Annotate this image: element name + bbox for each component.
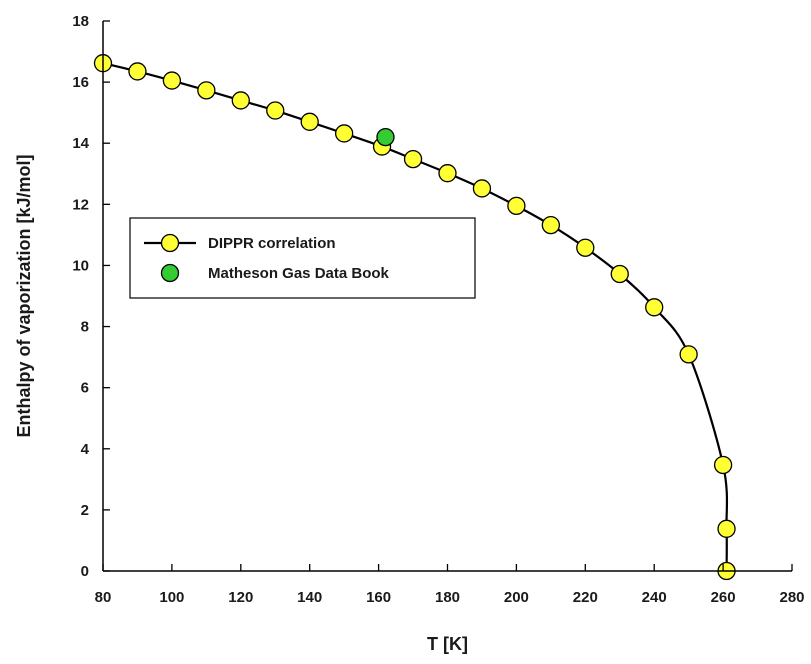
x-tick-label: 100 bbox=[159, 589, 184, 606]
y-tick-label: 18 bbox=[72, 13, 89, 30]
y-tick-label: 10 bbox=[72, 257, 89, 274]
x-tick-label: 80 bbox=[95, 589, 112, 606]
dippr-point bbox=[508, 197, 525, 214]
y-tick-label: 16 bbox=[72, 74, 89, 91]
x-tick-label: 240 bbox=[642, 589, 667, 606]
y-axis-label: Enthalpy of vaporization [kJ/mol] bbox=[14, 154, 34, 437]
dippr-point bbox=[715, 456, 732, 473]
dippr-point bbox=[163, 72, 180, 89]
dippr-point bbox=[439, 165, 456, 182]
y-tick-label: 14 bbox=[72, 135, 89, 152]
y-tick-label: 12 bbox=[72, 196, 89, 213]
legend-marker-dippr bbox=[162, 235, 179, 252]
x-tick-label: 280 bbox=[779, 589, 804, 606]
y-tick-label: 6 bbox=[81, 380, 89, 397]
legend-marker-matheson bbox=[162, 265, 179, 282]
dippr-point bbox=[129, 63, 146, 80]
legend: DIPPR correlation Matheson Gas Data Book bbox=[130, 218, 475, 298]
x-tick-label: 220 bbox=[573, 589, 598, 606]
x-tick-label: 160 bbox=[366, 589, 391, 606]
dippr-point bbox=[267, 102, 284, 119]
dippr-point bbox=[405, 151, 422, 168]
dippr-point bbox=[680, 346, 697, 363]
dippr-point bbox=[336, 125, 353, 142]
dippr-point bbox=[542, 217, 559, 234]
legend-box bbox=[130, 218, 475, 298]
x-tick-label: 200 bbox=[504, 589, 529, 606]
dippr-point bbox=[301, 113, 318, 130]
x-tick-label: 260 bbox=[711, 589, 736, 606]
dippr-point bbox=[198, 82, 215, 99]
legend-label-matheson: Matheson Gas Data Book bbox=[208, 265, 390, 282]
dippr-point bbox=[232, 92, 249, 109]
dippr-point bbox=[646, 299, 663, 316]
y-tick-label: 0 bbox=[81, 563, 89, 580]
y-tick-label: 8 bbox=[81, 319, 89, 336]
y-tick-label: 4 bbox=[81, 441, 90, 458]
matheson-point bbox=[377, 129, 394, 146]
x-tick-label: 180 bbox=[435, 589, 460, 606]
x-tick-label: 140 bbox=[297, 589, 322, 606]
dippr-point bbox=[577, 239, 594, 256]
dippr-correlation-line bbox=[103, 63, 727, 571]
y-tick-label: 2 bbox=[81, 502, 89, 519]
dippr-point bbox=[473, 180, 490, 197]
dippr-point bbox=[718, 520, 735, 537]
x-tick-label: 120 bbox=[228, 589, 253, 606]
x-axis-label: T [K] bbox=[427, 634, 468, 654]
legend-label-dippr: DIPPR correlation bbox=[208, 235, 336, 252]
dippr-point bbox=[611, 266, 628, 283]
